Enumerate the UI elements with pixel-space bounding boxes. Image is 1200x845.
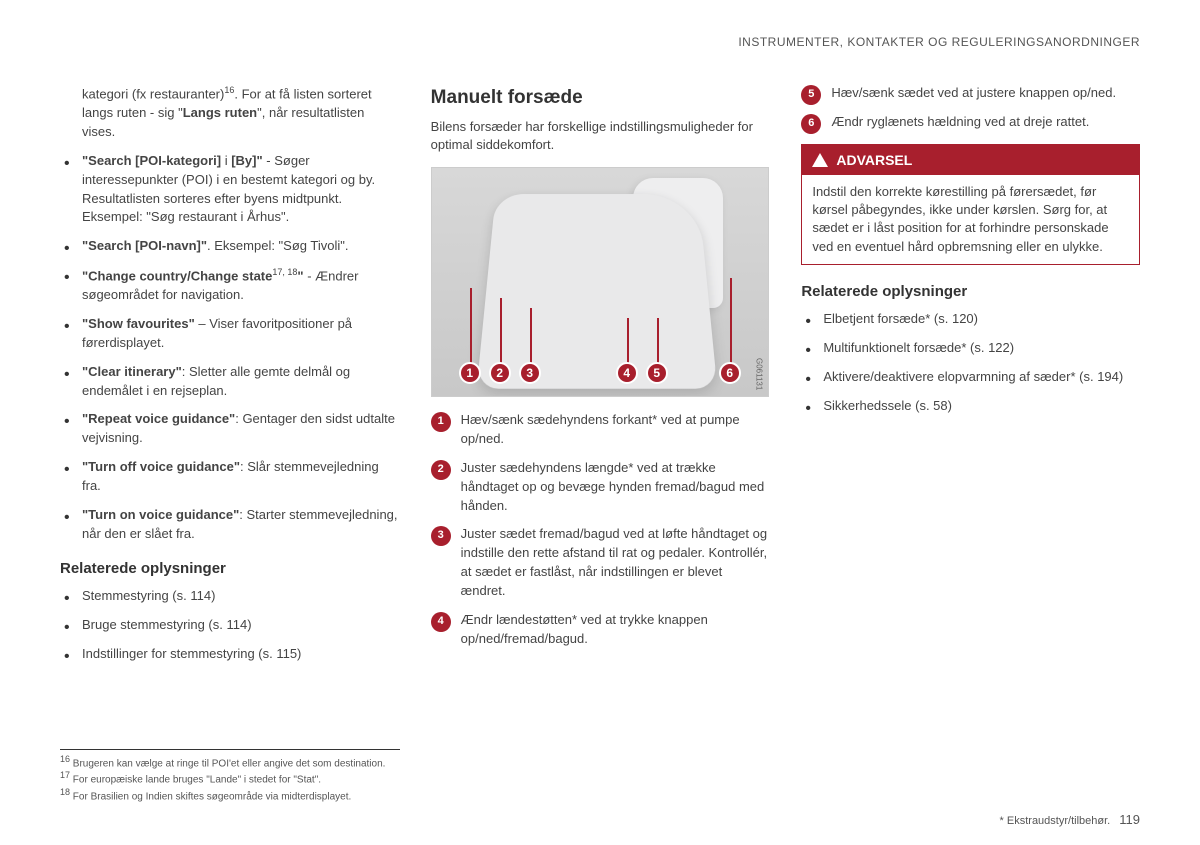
list-item: "Turn on voice guidance": Starter stemme… bbox=[60, 506, 399, 544]
list-item: 2Juster sædehyndens længde* ved at trækk… bbox=[431, 459, 770, 516]
list-item: 5Hæv/sænk sædet ved at justere knappen o… bbox=[801, 84, 1140, 103]
voice-command-list: "Search [POI-kategori] i [By]" - Søger i… bbox=[60, 152, 399, 544]
step-number-icon: 6 bbox=[801, 114, 821, 134]
related-info-title: Relaterede oplysninger bbox=[60, 558, 399, 580]
list-item: Bruge stemmestyring (s. 114) bbox=[60, 616, 399, 635]
step-number-icon: 5 bbox=[801, 85, 821, 105]
list-item: Sikkerhedssele (s. 58) bbox=[801, 397, 1140, 416]
list-item: "Turn off voice guidance": Slår stemmeve… bbox=[60, 458, 399, 496]
list-item: Indstillinger for stemmestyring (s. 115) bbox=[60, 645, 399, 664]
list-item: 1Hæv/sænk sædehyndens forkant* ved at pu… bbox=[431, 411, 770, 449]
list-item: Aktivere/deaktivere elopvarmning af sæde… bbox=[801, 368, 1140, 387]
step-number-icon: 4 bbox=[431, 612, 451, 632]
list-item: "Clear itinerary": Sletter alle gemte de… bbox=[60, 363, 399, 401]
list-item: Multifunktionelt forsæde* (s. 122) bbox=[801, 339, 1140, 358]
intro-continuation: kategori (fx restauranter)16. For at få … bbox=[60, 84, 399, 142]
column-center: Manuelt forsæde Bilens forsæder har fors… bbox=[431, 84, 770, 674]
related-info-list: Elbetjent forsæde* (s. 120) Multifunktio… bbox=[801, 310, 1140, 415]
seat-diagram: 1 2 3 4 5 6 G061131 bbox=[431, 167, 770, 397]
list-item: Elbetjent forsæde* (s. 120) bbox=[801, 310, 1140, 329]
footnote: 18 For Brasilien og Indien skiftes søgeo… bbox=[60, 787, 400, 802]
step-number-icon: 3 bbox=[431, 526, 451, 546]
page-footer: * Ekstraudstyr/tilbehør. 119 bbox=[1000, 812, 1140, 827]
list-item: 3Juster sædet fremad/bagud ved at løfte … bbox=[431, 525, 770, 600]
section-heading: Manuelt forsæde bbox=[431, 84, 770, 112]
list-item: "Show favourites" – Viser favoritpositio… bbox=[60, 315, 399, 353]
callout-line bbox=[530, 308, 532, 363]
seat-instructions: 1Hæv/sænk sædehyndens forkant* ved at pu… bbox=[431, 411, 770, 648]
callout-line bbox=[500, 298, 502, 363]
page-header: INSTRUMENTER, KONTAKTER OG REGULERINGSAN… bbox=[60, 35, 1140, 49]
step-number-icon: 2 bbox=[431, 460, 451, 480]
callout-marker: 6 bbox=[719, 362, 741, 384]
related-info-title: Relaterede oplysninger bbox=[801, 281, 1140, 303]
warning-header: ADVARSEL bbox=[802, 145, 1139, 175]
footer-note: * Ekstraudstyr/tilbehør. bbox=[1000, 815, 1111, 827]
warning-box: ADVARSEL Indstil den korrekte kørestilli… bbox=[801, 144, 1140, 265]
step-number-icon: 1 bbox=[431, 412, 451, 432]
callout-marker: 4 bbox=[616, 362, 638, 384]
list-item: Stemmestyring (s. 114) bbox=[60, 587, 399, 606]
content-columns: kategori (fx restauranter)16. For at få … bbox=[60, 84, 1140, 674]
seat-instructions-cont: 5Hæv/sænk sædet ved at justere knappen o… bbox=[801, 84, 1140, 132]
footnote: 17 For europæiske lande bruges "Lande" i… bbox=[60, 770, 400, 785]
warning-body: Indstil den korrekte kørestilling på før… bbox=[802, 175, 1139, 264]
callout-marker: 5 bbox=[646, 362, 668, 384]
list-item: "Repeat voice guidance": Gentager den si… bbox=[60, 410, 399, 448]
page-number: 119 bbox=[1119, 812, 1140, 827]
callout-marker: 2 bbox=[489, 362, 511, 384]
callout-line bbox=[657, 318, 659, 363]
seat-cushion-shape bbox=[476, 194, 717, 389]
list-item: "Change country/Change state17, 18" - Æn… bbox=[60, 266, 399, 305]
list-item: "Search [POI-kategori] i [By]" - Søger i… bbox=[60, 152, 399, 227]
column-left: kategori (fx restauranter)16. For at få … bbox=[60, 84, 399, 674]
warning-title: ADVARSEL bbox=[836, 150, 912, 170]
section-intro: Bilens forsæder har forskellige indstill… bbox=[431, 118, 770, 156]
list-item: 6Ændr ryglænets hældning ved at dreje ra… bbox=[801, 113, 1140, 132]
callout-marker: 1 bbox=[459, 362, 481, 384]
callout-line bbox=[730, 278, 732, 363]
callout-line bbox=[470, 288, 472, 363]
image-id: G061131 bbox=[753, 358, 765, 390]
related-info-list: Stemmestyring (s. 114) Bruge stemmestyri… bbox=[60, 587, 399, 664]
callout-line bbox=[627, 318, 629, 363]
warning-triangle-icon bbox=[812, 153, 828, 167]
footnote: 16 Brugeren kan vælge at ringe til POI'e… bbox=[60, 754, 400, 769]
callout-marker: 3 bbox=[519, 362, 541, 384]
column-right: 5Hæv/sænk sædet ved at justere knappen o… bbox=[801, 84, 1140, 674]
list-item: "Search [POI-navn]". Eksempel: "Søg Tivo… bbox=[60, 237, 399, 256]
footnotes: 16 Brugeren kan vælge at ringe til POI'e… bbox=[60, 749, 400, 803]
list-item: 4Ændr lændestøtten* ved at trykke knappe… bbox=[431, 611, 770, 649]
